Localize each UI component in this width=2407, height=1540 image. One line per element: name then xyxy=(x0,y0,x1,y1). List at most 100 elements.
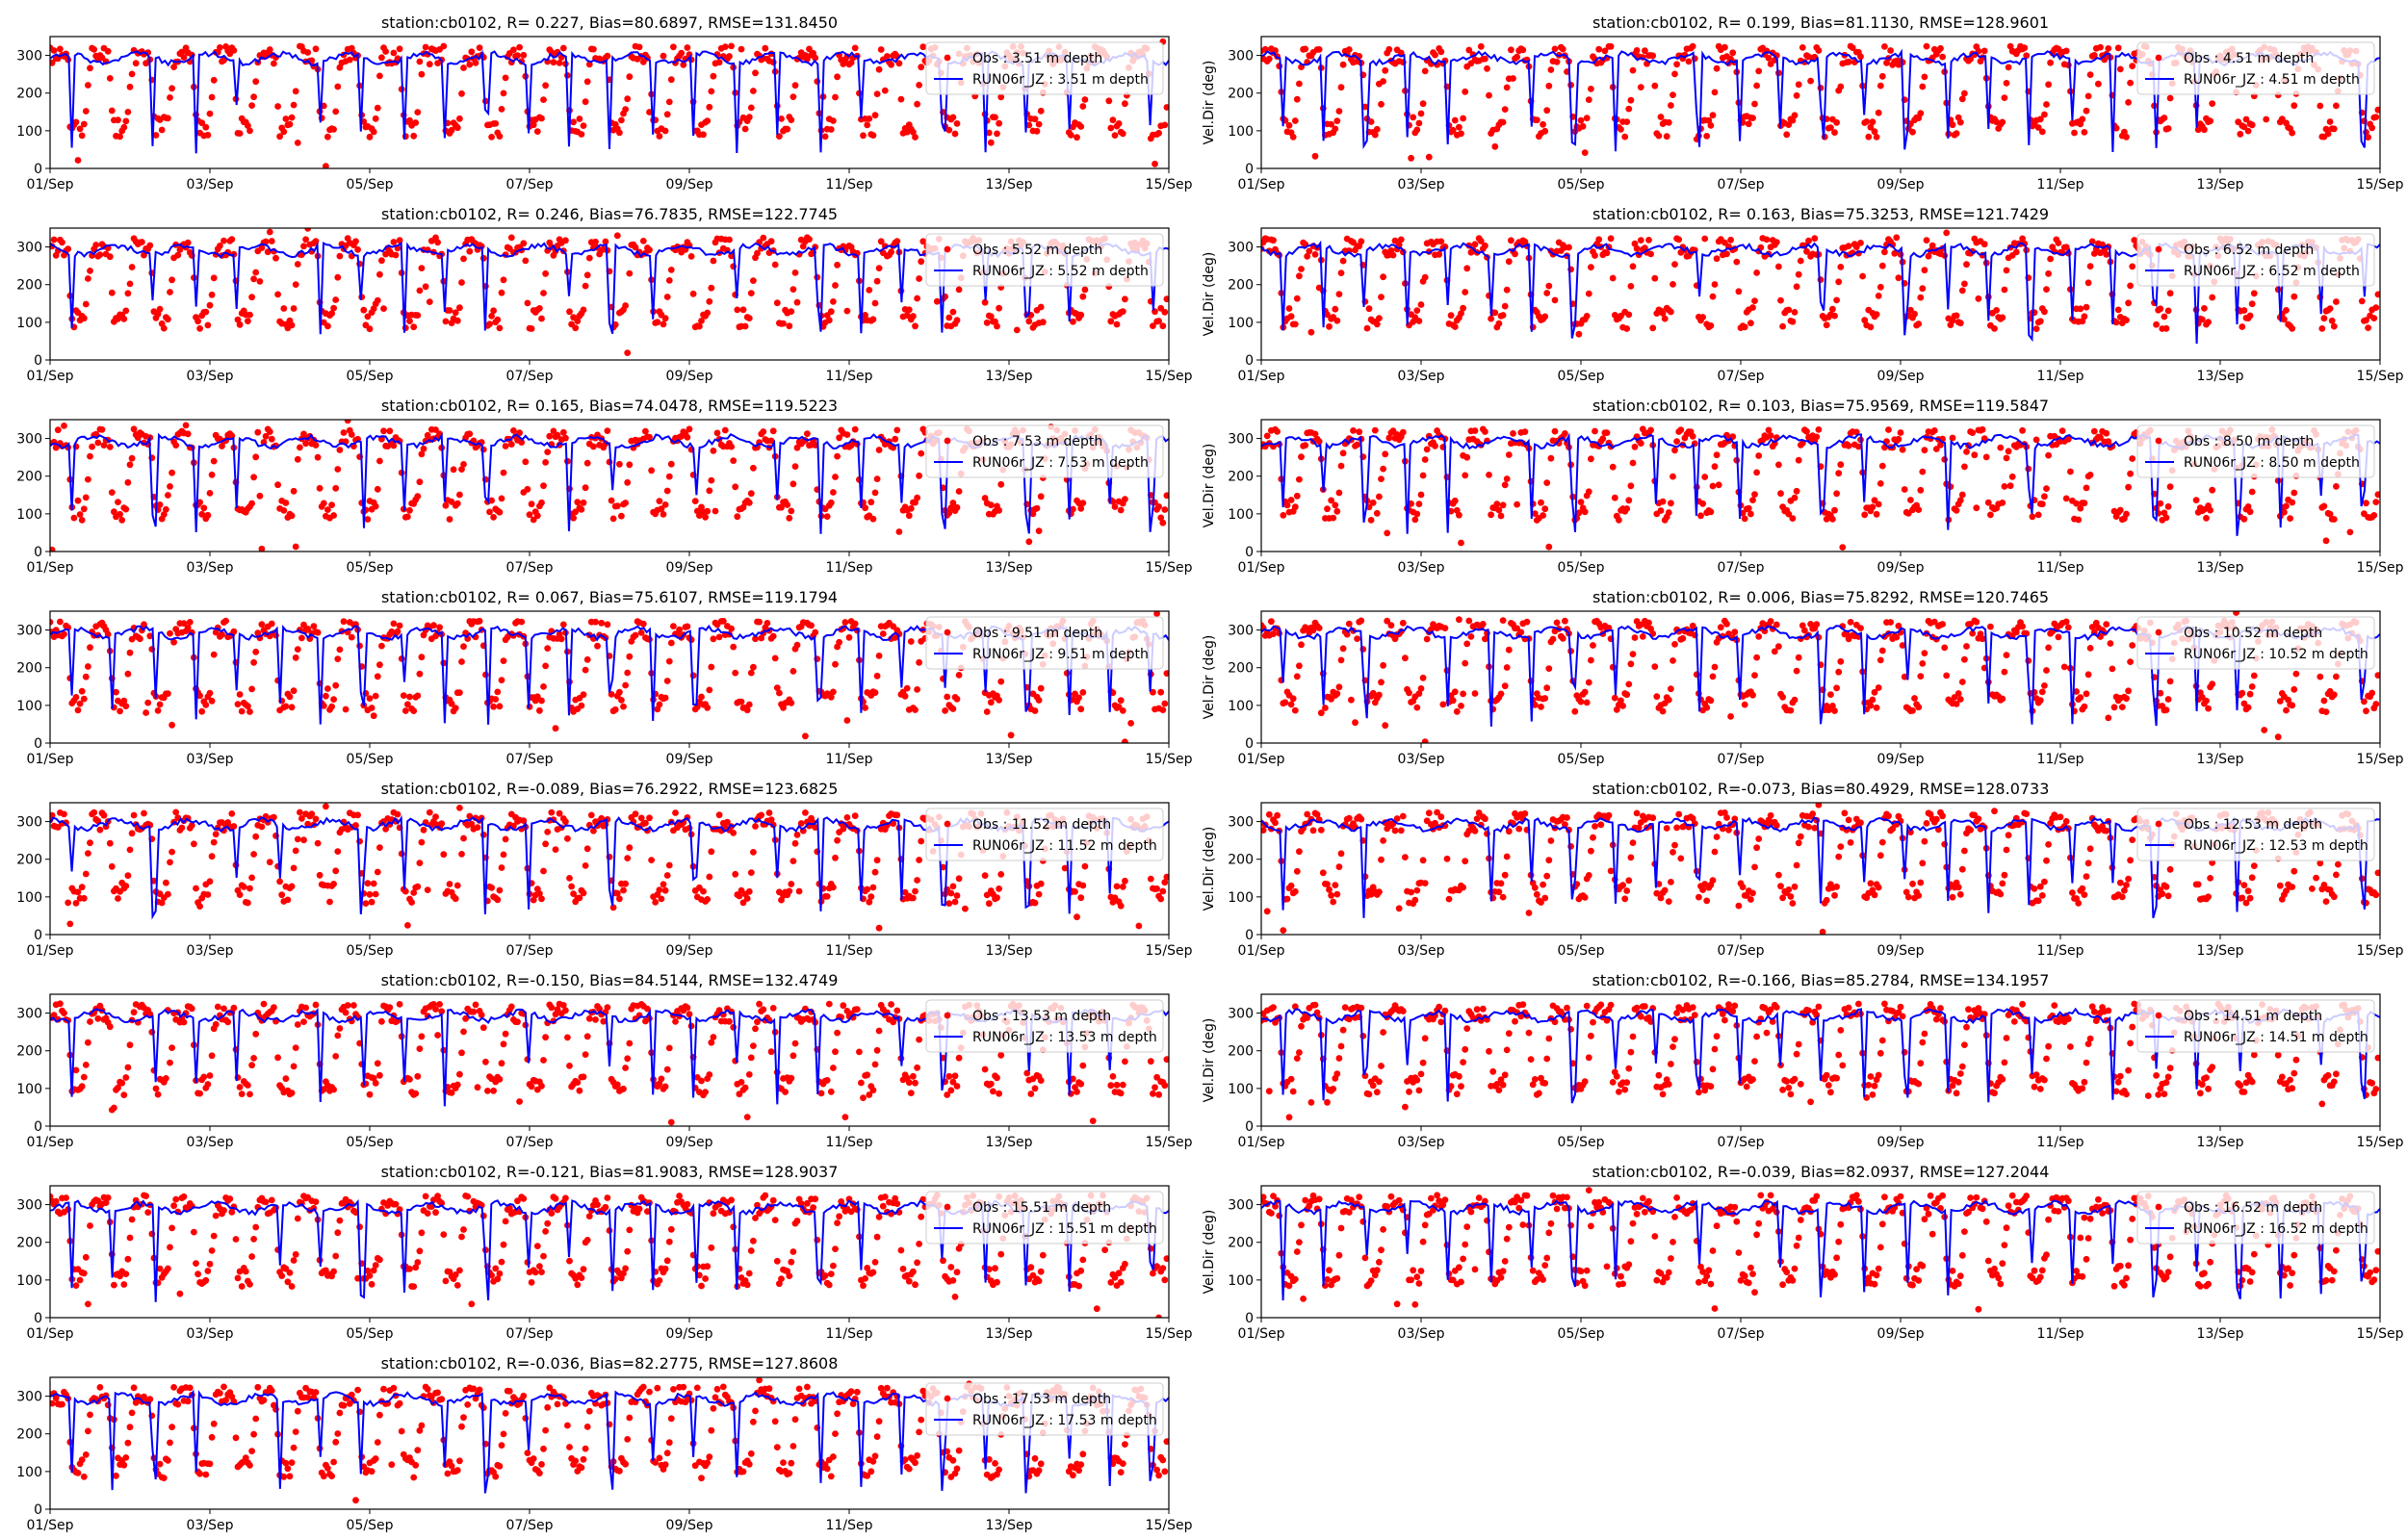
obs-point xyxy=(888,248,894,256)
legend-obs-marker xyxy=(2155,54,2162,62)
obs-point xyxy=(230,823,238,830)
obs-point xyxy=(1689,622,1696,629)
obs-point xyxy=(374,485,381,493)
obs-point xyxy=(479,254,487,262)
obs-point xyxy=(146,632,154,640)
obs-point xyxy=(661,127,669,135)
obs-point xyxy=(1815,47,1823,54)
obs-point xyxy=(860,132,867,140)
obs-point xyxy=(830,688,837,696)
obs-point xyxy=(2062,495,2070,502)
obs-point xyxy=(613,232,621,240)
obs-point xyxy=(1119,130,1126,138)
legend-obs-marker xyxy=(944,629,951,636)
obs-point xyxy=(912,134,919,141)
obs-point xyxy=(98,426,106,433)
obs-point xyxy=(1384,617,1391,625)
x-tick-label: 09/Sep xyxy=(666,752,713,767)
obs-point xyxy=(204,891,212,898)
obs-point xyxy=(866,287,873,294)
obs-point xyxy=(76,125,84,133)
obs-point xyxy=(1937,44,1944,52)
obs-point xyxy=(1753,654,1760,661)
obs-point xyxy=(1668,308,1674,316)
obs-point xyxy=(208,291,216,298)
obs-point xyxy=(1499,312,1507,319)
obs-point xyxy=(458,658,465,665)
obs-point xyxy=(1508,46,1514,54)
obs-point xyxy=(1157,514,1165,522)
obs-point xyxy=(1911,310,1918,318)
obs-point xyxy=(87,452,93,460)
obs-point xyxy=(2079,116,2086,123)
obs-point xyxy=(793,641,801,649)
obs-point xyxy=(1835,668,1843,676)
obs-point xyxy=(246,127,253,135)
obs-point xyxy=(336,252,344,260)
obs-point xyxy=(919,238,927,245)
obs-point xyxy=(2248,683,2256,690)
obs-point xyxy=(1671,447,1678,454)
obs-point xyxy=(72,118,80,126)
legend-box xyxy=(2136,616,2375,670)
x-tick-label: 05/Sep xyxy=(1558,560,1605,576)
obs-point xyxy=(200,504,208,512)
obs-point xyxy=(604,52,611,60)
obs-point xyxy=(266,859,273,866)
obs-point xyxy=(1899,446,1906,453)
obs-point xyxy=(268,238,275,244)
y-tick-label: 200 xyxy=(1228,661,1254,677)
obs-point xyxy=(2077,305,2084,313)
obs-point xyxy=(1380,273,1386,281)
obs-point xyxy=(2318,325,2326,332)
obs-point xyxy=(578,505,585,513)
obs-point xyxy=(1385,434,1393,442)
obs-point xyxy=(376,844,383,851)
obs-point xyxy=(769,632,777,640)
obs-point xyxy=(1751,100,1758,108)
obs-point xyxy=(1079,103,1087,110)
obs-point xyxy=(1070,505,1076,513)
obs-point xyxy=(2164,307,2172,315)
obs-point xyxy=(440,851,448,859)
obs-point xyxy=(1155,318,1162,324)
obs-point xyxy=(1627,482,1635,490)
legend-box xyxy=(2136,41,2375,95)
obs-point xyxy=(661,694,669,702)
obs-point xyxy=(1581,688,1589,696)
obs-point xyxy=(834,73,841,81)
obs-point xyxy=(624,669,632,677)
obs-point xyxy=(1417,685,1425,692)
obs-point xyxy=(1332,305,1339,313)
obs-point xyxy=(2118,704,2126,710)
obs-point xyxy=(346,56,353,64)
obs-point xyxy=(616,688,623,696)
obs-point xyxy=(1795,654,1802,661)
obs-point xyxy=(396,45,403,53)
obs-point xyxy=(804,430,811,437)
obs-point xyxy=(1378,679,1385,686)
obs-point xyxy=(1419,100,1427,108)
obs-point xyxy=(2162,706,2170,713)
obs-point xyxy=(1963,449,1970,455)
obs-point xyxy=(2116,506,2124,514)
obs-point xyxy=(82,494,90,501)
x-tick-label: 01/Sep xyxy=(1238,560,1285,576)
obs-point xyxy=(1501,682,1509,690)
obs-point xyxy=(450,466,457,474)
obs-point xyxy=(996,506,1002,514)
obs-point xyxy=(2283,307,2290,314)
obs-point xyxy=(1668,102,1674,109)
obs-point xyxy=(905,306,913,314)
obs-point xyxy=(994,130,1000,138)
obs-point xyxy=(1611,694,1618,702)
obs-point xyxy=(324,506,331,513)
obs-point xyxy=(1291,117,1299,124)
obs-point xyxy=(196,324,204,332)
obs-point xyxy=(494,316,502,323)
obs-point xyxy=(2324,130,2332,138)
obs-point xyxy=(827,693,835,701)
obs-point xyxy=(82,673,90,680)
y-tick-label: 300 xyxy=(16,241,42,256)
obs-point xyxy=(745,701,753,708)
